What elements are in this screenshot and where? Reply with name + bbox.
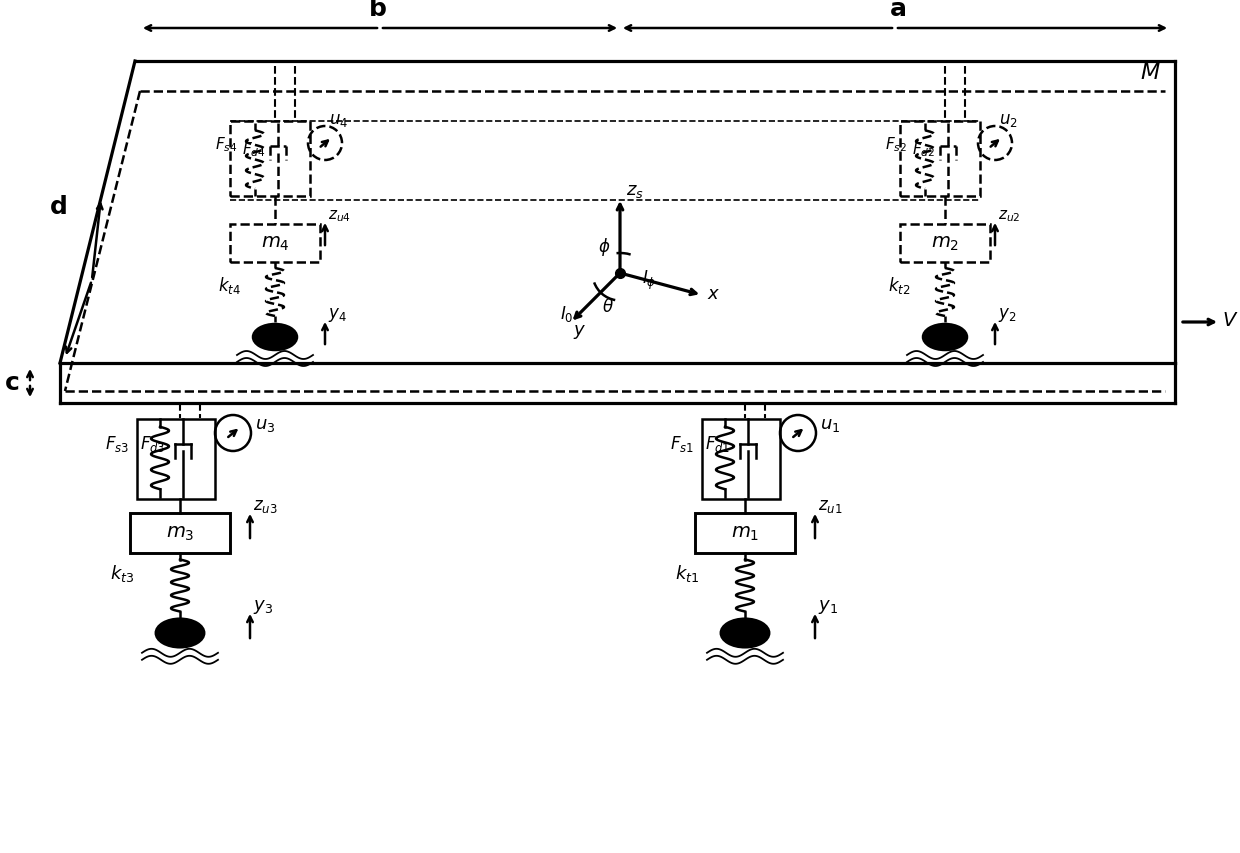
- Bar: [136, 420, 215, 499]
- Text: $m_2$: $m_2$: [931, 235, 959, 252]
- Ellipse shape: [720, 619, 769, 647]
- Text: $k_{t4}$: $k_{t4}$: [218, 275, 241, 296]
- Text: $\mathbf{c}$: $\mathbf{c}$: [5, 372, 20, 395]
- Text: $x$: $x$: [707, 285, 720, 303]
- Text: $k_{t3}$: $k_{t3}$: [110, 562, 134, 583]
- Text: $z_{u3}$: $z_{u3}$: [253, 497, 278, 514]
- Ellipse shape: [923, 325, 967, 351]
- Text: $\phi$: $\phi$: [598, 235, 610, 258]
- Text: $m_3$: $m_3$: [166, 525, 195, 543]
- Text: $F_{d4}$: $F_{d4}$: [242, 140, 265, 159]
- Ellipse shape: [156, 619, 205, 647]
- Text: $y$: $y$: [573, 323, 585, 341]
- Text: $\mathbf{b}$: $\mathbf{b}$: [368, 0, 387, 21]
- Text: $y_3$: $y_3$: [253, 597, 273, 615]
- Text: $\theta$: $\theta$: [601, 298, 614, 316]
- Text: $y_2$: $y_2$: [998, 305, 1017, 323]
- Text: $z_s$: $z_s$: [626, 182, 644, 200]
- Text: $V$: $V$: [1221, 311, 1239, 329]
- Text: $z_{u4}$: $z_{u4}$: [329, 208, 351, 223]
- Text: $k_{t2}$: $k_{t2}$: [888, 275, 910, 296]
- Text: $m_4$: $m_4$: [260, 235, 289, 252]
- Text: $k_{t1}$: $k_{t1}$: [675, 562, 699, 583]
- Text: $z_{u2}$: $z_{u2}$: [998, 208, 1021, 223]
- Text: $y_4$: $y_4$: [329, 305, 347, 323]
- Text: $y_1$: $y_1$: [818, 597, 838, 615]
- Text: $F_{d3}$: $F_{d3}$: [140, 433, 165, 454]
- Text: $F_{s2}$: $F_{s2}$: [885, 135, 906, 154]
- Text: $F_{s1}$: $F_{s1}$: [670, 433, 694, 454]
- Bar: [694, 514, 795, 554]
- Text: $M$: $M$: [1140, 62, 1161, 84]
- Ellipse shape: [253, 325, 298, 351]
- Text: $F_{d2}$: $F_{d2}$: [911, 140, 935, 159]
- Text: $z_{u1}$: $z_{u1}$: [818, 497, 842, 514]
- Bar: [229, 224, 320, 263]
- Text: $F_{s4}$: $F_{s4}$: [215, 135, 237, 154]
- Bar: [900, 122, 980, 197]
- Text: $F_{d1}$: $F_{d1}$: [706, 433, 730, 454]
- Bar: [900, 224, 990, 263]
- Text: $u_4$: $u_4$: [329, 112, 348, 129]
- Bar: [702, 420, 780, 499]
- Text: $u_2$: $u_2$: [999, 112, 1018, 129]
- Text: $u_3$: $u_3$: [255, 415, 275, 433]
- Bar: [130, 514, 229, 554]
- Text: $I_0$: $I_0$: [560, 304, 574, 323]
- Text: $u_1$: $u_1$: [820, 415, 841, 433]
- Text: $I_\phi$: $I_\phi$: [642, 269, 656, 292]
- Text: $\mathbf{d}$: $\mathbf{d}$: [48, 196, 67, 219]
- Text: $\mathbf{a}$: $\mathbf{a}$: [889, 0, 906, 21]
- Text: $m_1$: $m_1$: [730, 525, 759, 543]
- Text: $F_{s3}$: $F_{s3}$: [105, 433, 129, 454]
- Bar: [229, 122, 310, 197]
